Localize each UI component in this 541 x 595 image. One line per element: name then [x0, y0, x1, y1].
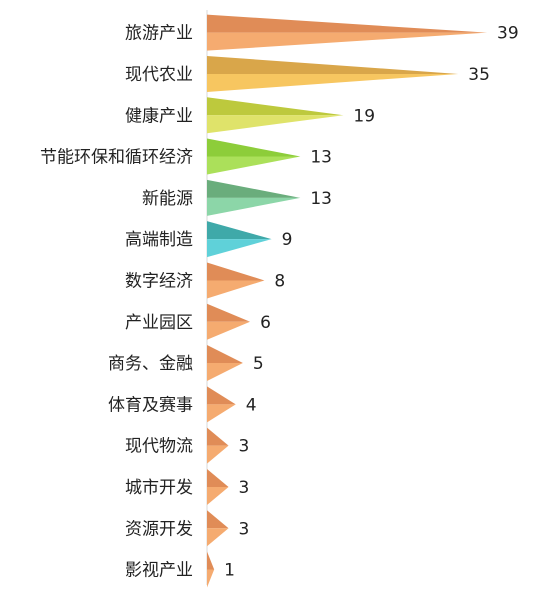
- category-label: 影视产业: [125, 561, 193, 581]
- bar-upper: [207, 55, 459, 74]
- bar-lower: [207, 363, 243, 382]
- value-label: 6: [260, 313, 271, 333]
- bar-lower: [207, 239, 272, 258]
- bar-upper: [207, 551, 215, 570]
- category-label: 高端制造: [125, 230, 193, 250]
- bar-upper: [207, 345, 243, 364]
- bar-lower: [207, 528, 229, 547]
- category-label: 新能源: [142, 189, 193, 209]
- bar-lower: [207, 73, 459, 92]
- value-label: 3: [239, 437, 250, 457]
- bar-lower: [207, 156, 301, 175]
- bar-upper: [207, 138, 301, 157]
- value-label: 13: [310, 189, 332, 209]
- bar-upper: [207, 221, 272, 240]
- category-label: 体育及赛事: [108, 394, 193, 415]
- value-label: 3: [239, 519, 250, 539]
- category-label: 旅游产业: [125, 24, 193, 44]
- category-label: 数字经济: [125, 271, 193, 291]
- bar-lower: [207, 115, 344, 134]
- value-label: 9: [282, 230, 293, 250]
- bar-lower: [207, 445, 229, 464]
- category-label: 现代物流: [125, 437, 193, 457]
- bar-lower: [207, 404, 236, 423]
- value-label: 5: [253, 354, 264, 374]
- bar-upper: [207, 14, 487, 33]
- value-label: 4: [246, 395, 257, 415]
- value-label: 8: [274, 271, 285, 291]
- bar-lower: [207, 321, 251, 340]
- bar-lower: [207, 32, 487, 51]
- bar-lower: [207, 569, 215, 588]
- bar-upper: [207, 179, 301, 198]
- category-label: 节能环保和循环经济: [40, 148, 193, 168]
- value-label: 39: [497, 24, 519, 44]
- bar-lower: [207, 486, 229, 505]
- value-label: 3: [239, 478, 250, 498]
- bar-upper: [207, 97, 344, 116]
- value-label: 35: [468, 65, 490, 85]
- bar-upper: [207, 262, 265, 281]
- category-label: 现代农业: [125, 65, 193, 85]
- bar-upper: [207, 303, 251, 322]
- category-label: 资源开发: [125, 519, 193, 539]
- value-label: 13: [310, 148, 332, 168]
- bar-lower: [207, 280, 265, 299]
- category-label: 健康产业: [125, 106, 193, 126]
- category-label: 产业园区: [125, 313, 193, 333]
- bar-upper: [207, 386, 236, 405]
- bar-upper: [207, 468, 229, 487]
- category-label: 城市开发: [125, 478, 193, 498]
- bar-upper: [207, 510, 229, 529]
- bar-upper: [207, 427, 229, 446]
- value-label: 1: [224, 561, 235, 581]
- value-label: 19: [353, 106, 375, 126]
- bar-lower: [207, 197, 301, 216]
- category-label: 商务、金融: [108, 354, 193, 374]
